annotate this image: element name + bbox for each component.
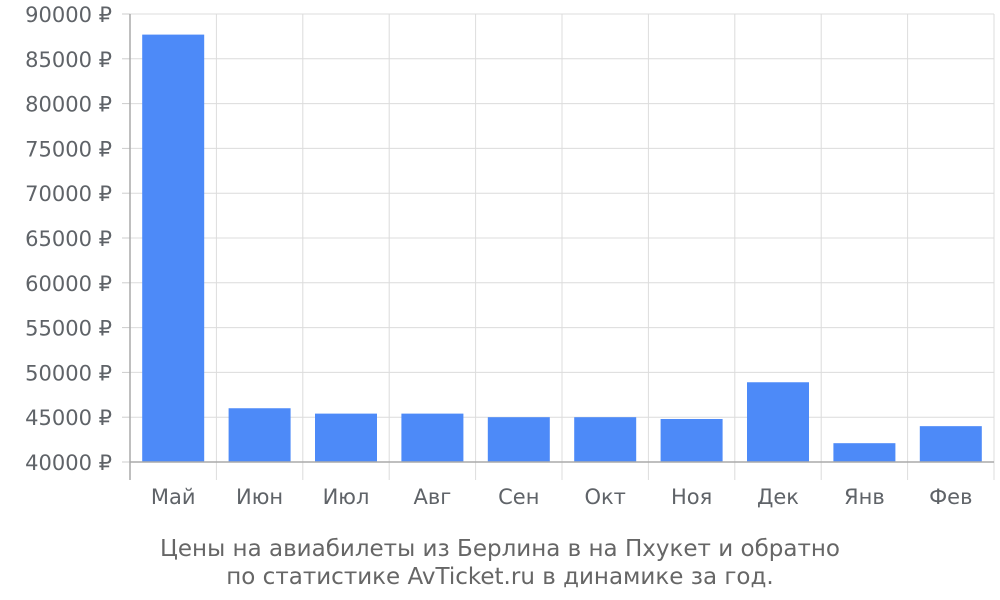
x-tick-label: Фев <box>929 485 972 509</box>
y-tick-label: 40000 ₽ <box>25 451 112 475</box>
y-tick-label: 55000 ₽ <box>25 317 112 341</box>
x-tick-label: Июн <box>236 485 283 509</box>
bar-6 <box>574 417 637 462</box>
x-tick-label: Сен <box>498 485 539 509</box>
bar-9 <box>833 443 896 462</box>
chart-caption-line-2: по статистике AvTicket.ru в динамике за … <box>226 564 773 590</box>
y-tick-label: 85000 ₽ <box>25 48 112 72</box>
y-tick-label: 65000 ₽ <box>25 227 112 251</box>
x-tick-label: Янв <box>844 485 885 509</box>
x-tick-label: Июл <box>323 485 370 509</box>
bar-10 <box>919 426 982 462</box>
y-tick-label: 90000 ₽ <box>25 3 112 27</box>
y-tick-label: 60000 ₽ <box>25 272 112 296</box>
axes <box>122 13 994 480</box>
bar-7 <box>660 418 723 462</box>
bar-8 <box>747 382 809 462</box>
y-tick-labels: 40000 ₽ 45000 ₽ 50000 ₽ 55000 ₽ 60000 ₽ 65000… <box>25 3 112 475</box>
y-tick-label: 70000 ₽ <box>25 182 112 206</box>
y-tick-label: 50000 ₽ <box>25 361 112 385</box>
x-tick-label: Ноя <box>671 485 712 509</box>
x-tick-label: Авг <box>414 485 452 509</box>
x-tick-labels: Май Июн Июл Авг Сен Окт Ноя Дек Янв Фев <box>151 485 973 509</box>
bar-1 <box>142 34 205 462</box>
bars <box>142 34 982 462</box>
bar-4 <box>401 413 464 462</box>
x-tick-label: Дек <box>757 485 799 509</box>
bar-3 <box>315 413 377 462</box>
grid-lines <box>130 13 995 480</box>
y-tick-label: 45000 ₽ <box>25 406 112 430</box>
y-tick-label: 75000 ₽ <box>25 137 112 161</box>
x-tick-label: Май <box>151 485 196 509</box>
x-tick-label: Окт <box>584 485 625 509</box>
bar-5 <box>487 417 550 462</box>
chart-caption-line-1: Цены на авиабилеты из Берлина в на Пхуке… <box>160 536 840 562</box>
y-tick-label: 80000 ₽ <box>25 93 112 117</box>
bar-2 <box>228 408 291 462</box>
